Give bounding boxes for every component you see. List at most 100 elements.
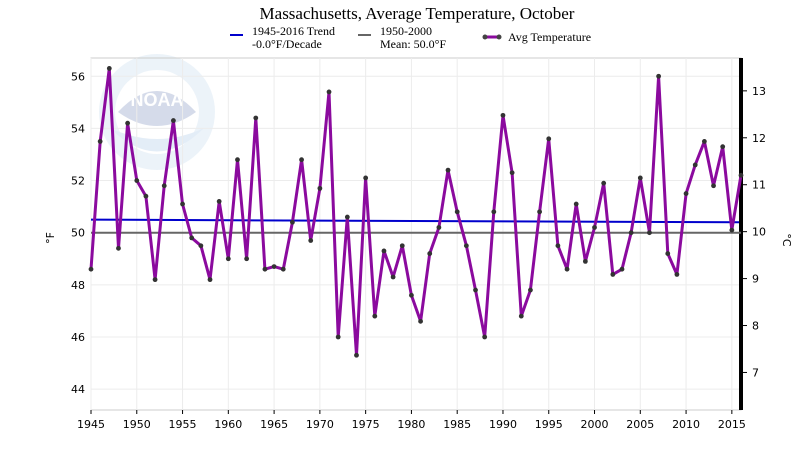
x-tick-label: 2000 [581,418,609,431]
x-tick-label: 1960 [214,418,242,431]
data-point [546,136,552,142]
x-tick-label: 1950 [123,418,151,431]
y-axis-fahrenheit: 44 46 48 50 52 54 56 [71,70,85,396]
data-point [290,219,295,225]
data-point [280,266,286,272]
data-point [216,199,222,204]
legend-avg-label: Avg Temperature [508,30,591,44]
data-point [656,73,662,79]
legend-avg-marker-right [496,34,502,40]
data-point [692,162,698,168]
x-tick-label: 2015 [718,418,746,431]
data-point [354,352,359,358]
legend-trend-sublabel: -0.0°F/Decade [252,37,322,51]
data-point [729,227,735,233]
data-point [372,313,378,319]
noaa-logo-watermark: NOAA [99,54,215,170]
noaa-logo-label: NOAA [131,90,184,110]
data-point [106,66,112,71]
y-axis-title-left: °F [44,232,57,244]
data-point [125,120,131,126]
legend-trend-label: 1945-2016 Trend [252,24,335,38]
x-tick-label: 1995 [535,418,563,431]
data-point [473,287,478,293]
data-point [418,318,423,324]
data-point [537,209,542,215]
y2-tick-label: 7 [752,366,759,379]
data-point [528,287,533,293]
data-point [454,209,460,215]
data-point [518,313,524,319]
data-point [628,230,634,236]
legend: 1945-2016 Trend -0.0°F/Decade 1950-2000 … [230,24,591,51]
data-point [701,139,707,144]
data-point [436,225,442,230]
data-point [189,235,195,241]
x-tick-label: 1970 [306,418,334,431]
x-tick-label: 1985 [443,418,471,431]
y2-tick-label: 13 [752,85,766,98]
x-tick-label: 1990 [489,418,517,431]
data-point [720,144,726,150]
data-point [152,277,158,283]
data-point [592,225,597,230]
data-point [582,258,588,264]
data-point [335,334,341,340]
data-point [427,251,433,256]
y2-tick-label: 9 [752,273,759,286]
x-tick-label: 2005 [626,418,654,431]
data-point [170,118,176,123]
y2-tick-label: 11 [752,179,766,192]
y-tick-label: 44 [71,383,85,396]
trend-line [90,218,740,224]
data-point [665,251,671,256]
y2-tick-label: 8 [752,320,759,333]
legend-avg-marker-left [482,34,488,40]
data-point [116,245,121,251]
legend-mean-sublabel: Mean: 50.0°F [380,37,446,51]
data-point [363,175,369,181]
data-point [88,266,94,272]
y-axis-celsius: 7 8 9 10 11 12 13 [741,85,766,379]
data-point [738,172,744,178]
x-tick-label: 1955 [169,418,197,431]
x-tick-label: 1980 [397,418,425,431]
data-point [610,272,616,277]
data-point [161,183,167,189]
x-tick-label: 1965 [260,418,288,431]
x-tick-label: 1945 [77,418,105,431]
data-point [683,191,689,196]
data-point [308,238,314,243]
data-point [509,170,515,176]
y-tick-label: 48 [71,279,85,292]
data-point [399,243,405,249]
data-point [317,185,323,191]
data-point [97,139,103,144]
y-tick-label: 56 [71,70,85,83]
data-point [143,193,149,199]
legend-mean-label: 1950-2000 [380,24,432,38]
data-point [271,264,277,269]
y-tick-label: 54 [71,122,85,135]
data-point [198,243,204,249]
y-tick-label: 46 [71,331,85,344]
data-point [463,243,469,249]
data-point [207,277,213,283]
data-point [555,243,561,249]
data-point [134,178,140,183]
chart-title: Massachusetts, Average Temperature, Octo… [260,4,575,23]
series-avg-temperature [88,66,744,358]
y2-tick-label: 12 [752,132,766,145]
data-point [573,201,579,207]
data-point [225,256,231,262]
data-point [409,292,414,298]
data-point [482,334,488,340]
y-tick-label: 50 [71,227,85,240]
x-tick-label: 2010 [672,418,700,431]
x-tick-label: 1975 [352,418,380,431]
data-point [262,266,268,272]
data-point [326,89,332,95]
data-point [619,266,625,272]
y2-tick-label: 10 [752,226,766,239]
